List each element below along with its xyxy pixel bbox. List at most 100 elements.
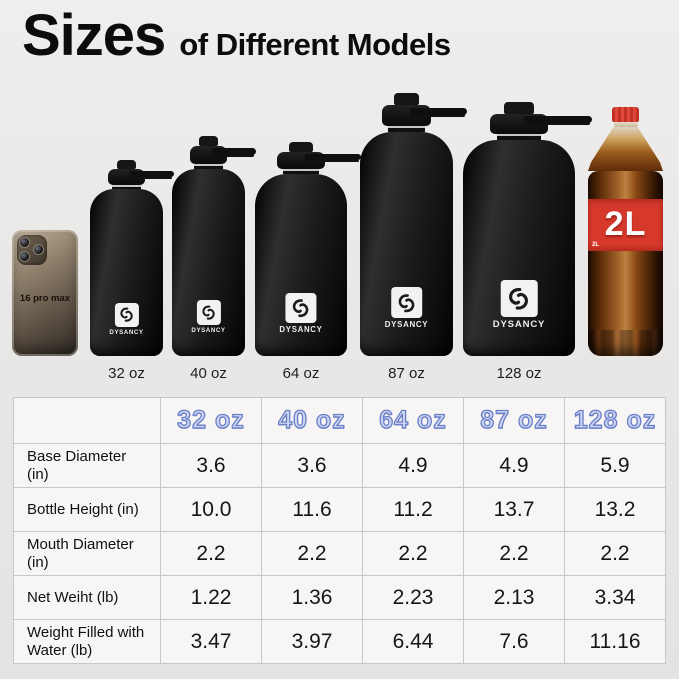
bottle-cap	[382, 105, 468, 127]
cola-volume-label: 2L	[604, 205, 647, 244]
dysancy-logo-icon	[114, 302, 139, 328]
bottle-size-label: 128 oz	[496, 365, 542, 382]
bottle-neck-ring	[193, 163, 224, 169]
bottle-cap	[107, 169, 175, 185]
table-column-header: 64 oz	[363, 398, 463, 443]
table-cell: 10.0	[161, 488, 261, 531]
table-column-header: 40 oz	[262, 398, 362, 443]
camera-lens-icon	[33, 244, 44, 255]
bottle-cap	[189, 146, 257, 164]
page-title: Sizes of Different Models	[22, 2, 451, 69]
table-cell: 2.2	[464, 532, 564, 575]
dysancy-logo: DYSANCY	[109, 302, 144, 337]
dysancy-logo: DYSANCY	[493, 280, 546, 330]
table-cell: 2.23	[363, 576, 463, 619]
phone-size-reference: 16 pro max	[12, 230, 78, 356]
cola-neck	[588, 127, 663, 171]
table-cell: 2.2	[262, 532, 362, 575]
table-row-label: Bottle Height (in)	[14, 488, 160, 531]
bottle-neck-ring	[111, 184, 142, 190]
brand-name: DYSANCY	[279, 325, 323, 335]
table-cell: 11.6	[262, 488, 362, 531]
dysancy-logo-icon	[500, 280, 538, 318]
bottle-size-label: 32 oz	[108, 365, 145, 382]
table-column-header: 128 oz	[565, 398, 665, 443]
bottle-cap	[489, 113, 593, 134]
title-subtitle: of Different Models	[179, 27, 451, 62]
size-comparison-table: 32 oz 40 oz 64 oz 87 oz 128 oz Base Diameter …	[13, 397, 666, 664]
table-cell: 2.2	[565, 532, 665, 575]
table-cell: 1.22	[161, 576, 261, 619]
bottle-cap-handle	[211, 148, 257, 155]
table-row-label: Weight Filled with Water (lb)	[14, 620, 160, 663]
brand-name: DYSANCY	[191, 326, 226, 334]
dysancy-logo-icon	[391, 287, 422, 319]
bottle-cap-knob	[393, 93, 420, 106]
camera-lens-icon	[19, 237, 30, 248]
bottle-cap-knob	[116, 160, 137, 170]
bottle-cap-handle	[129, 170, 175, 177]
bottle-body: DYSANCY	[255, 174, 347, 356]
table-cell: 13.2	[565, 488, 665, 531]
table-corner-cell	[14, 398, 160, 443]
table-cell: 3.97	[262, 620, 362, 663]
dysancy-logo: DYSANCY	[279, 292, 323, 335]
bottle-87oz: DYSANCY 87 oz	[360, 93, 468, 382]
cola-neck-lip	[613, 122, 638, 127]
table-cell: 11.16	[565, 620, 665, 663]
bottle-32oz: DYSANCY 32 oz	[90, 160, 175, 382]
bottle-size-label: 40 oz	[190, 365, 227, 382]
table-cell: 3.47	[161, 620, 261, 663]
bottle-cap-knob	[198, 136, 219, 147]
bottle-cap-handle	[523, 116, 593, 124]
table-cell: 13.7	[464, 488, 564, 531]
brand-name: DYSANCY	[384, 320, 429, 330]
product-lineup: 16 pro max DYSANCY 32 oz	[12, 93, 663, 382]
table-row-label: Base Diameter (in)	[14, 444, 160, 487]
cola-2l-reference: 2L 2L	[588, 107, 663, 356]
bottle-40oz: DYSANCY 40 oz	[172, 136, 257, 382]
table-row-label: Net Weiht (lb)	[14, 576, 160, 619]
phone-camera-icon	[17, 235, 47, 265]
bottle-64oz: DYSANCY 64 oz	[255, 142, 362, 382]
bottle-neck-ring	[387, 126, 426, 133]
table-cell: 2.2	[161, 532, 261, 575]
bottle-neck-ring	[282, 168, 320, 175]
table-cell: 1.36	[262, 576, 362, 619]
bottle-body: DYSANCY	[463, 140, 575, 356]
table-cell: 6.44	[363, 620, 463, 663]
bottle-cap	[277, 151, 362, 169]
phone-label: 16 pro max	[19, 293, 71, 304]
camera-lens-icon	[19, 251, 30, 262]
dysancy-logo-icon	[196, 300, 221, 325]
bottle-cap-handle	[304, 153, 362, 161]
table-column-header: 32 oz	[161, 398, 261, 443]
dysancy-logo-icon	[285, 292, 317, 324]
brand-name: DYSANCY	[492, 319, 546, 331]
cola-cap	[612, 107, 639, 122]
bottle-neck-ring	[496, 133, 542, 141]
dysancy-logo: DYSANCY	[191, 300, 226, 334]
bottle-cap-handle	[410, 107, 468, 116]
dysancy-logo: DYSANCY	[385, 287, 429, 329]
table-cell: 3.34	[565, 576, 665, 619]
bottle-size-label: 64 oz	[282, 365, 320, 382]
table-cell: 2.2	[363, 532, 463, 575]
brand-name: DYSANCY	[109, 329, 144, 337]
table-cell: 11.2	[363, 488, 463, 531]
cola-label: 2L 2L	[588, 198, 663, 251]
bottle-body: DYSANCY	[360, 132, 453, 356]
table-cell: 3.6	[161, 444, 261, 487]
cola-body: 2L 2L	[588, 171, 663, 356]
bottle-body: DYSANCY	[90, 189, 163, 356]
bottle-body: DYSANCY	[172, 168, 245, 356]
table-cell: 4.9	[464, 444, 564, 487]
title-main: Sizes	[22, 3, 166, 68]
table-cell: 5.9	[565, 444, 665, 487]
bottle-cap-knob	[503, 102, 535, 114]
cola-volume-small-label: 2L	[592, 241, 600, 248]
table-cell: 2.13	[464, 576, 564, 619]
table-column-header: 87 oz	[464, 398, 564, 443]
table-row-label: Mouth Diameter (in)	[14, 532, 160, 575]
